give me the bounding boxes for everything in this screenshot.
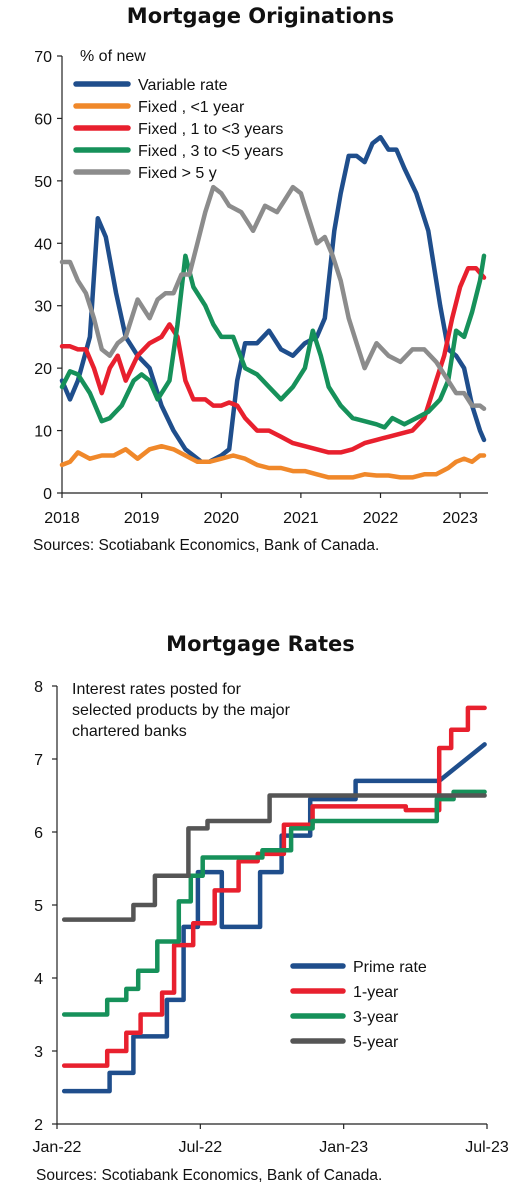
legend-label: Fixed , <1 year	[138, 99, 245, 116]
x-tick-label: 2019	[124, 510, 160, 527]
y-tick-label: 8	[34, 679, 43, 696]
x-tick-label: Jan-23	[319, 1139, 368, 1156]
chart-title: Mortgage Originations	[126, 4, 395, 28]
legend-label: Fixed > 5 y	[138, 165, 217, 182]
legend-label: 3-year	[353, 1009, 399, 1026]
legend-label: 1-year	[353, 984, 399, 1001]
y-tick-label: 3	[34, 1044, 43, 1061]
legend-label: Variable rate	[138, 77, 228, 94]
x-tick-label: 2022	[363, 510, 399, 527]
y-tick-label: 2	[34, 1117, 43, 1134]
series-line	[59, 443, 487, 480]
series-line	[59, 134, 487, 465]
series-line	[61, 793, 487, 922]
annotation-text: selected products by the major	[72, 702, 291, 719]
y-tick-label: 6	[34, 825, 43, 842]
series-line	[61, 789, 487, 1017]
y-tick-label: 30	[34, 299, 52, 316]
originations-plot: 0 10 20 30 40 50 60 70 2018 2019 2020 2021 2022 2023 V…	[34, 48, 488, 527]
series-line	[59, 184, 487, 411]
y-tick-label: 4	[34, 971, 43, 988]
y-tick-label: 50	[34, 174, 52, 191]
series-line	[61, 705, 487, 1068]
x-tick-label: 2018	[44, 510, 80, 527]
y-tick-label: 70	[34, 49, 52, 66]
y-tick-label: 40	[34, 236, 52, 253]
x-tick-label: 2020	[203, 510, 239, 527]
y-tick-label: 5	[34, 898, 43, 915]
series-line	[59, 253, 487, 430]
y-tick-label: 60	[34, 111, 52, 128]
y-tick-label: 7	[34, 752, 43, 769]
annotation-text: Interest rates posted for	[72, 681, 242, 698]
chart-title: Mortgage Rates	[166, 632, 355, 656]
x-tick-label: Jan-22	[33, 1139, 82, 1156]
y-tick-label: 10	[34, 424, 52, 441]
annotation-text: chartered banks	[72, 723, 187, 740]
legend-label: Fixed , 3 to <5 years	[138, 143, 283, 160]
x-tick-label: 2023	[442, 510, 478, 527]
y-tick-label: 0	[43, 486, 52, 503]
originations-chart: Mortgage Originations 0 10 20 30 40 50 60 70 201…	[33, 4, 488, 554]
x-tick-label: Jul-23	[465, 1139, 509, 1156]
x-tick-label: 2021	[283, 510, 319, 527]
legend-label: Prime rate	[353, 959, 427, 976]
x-tick-label: Jul-22	[179, 1139, 223, 1156]
series-line	[61, 742, 487, 1094]
legend-label: Fixed , 1 to <3 years	[138, 121, 283, 138]
y-tick-label: 20	[34, 361, 52, 378]
y-axis-unit-label: % of new	[80, 48, 146, 65]
source-note: Sources: Scotiabank Economics, Bank of C…	[33, 537, 380, 554]
source-note: Sources: Scotiabank Economics, Bank of C…	[36, 1167, 383, 1184]
legend-label: 5-year	[353, 1034, 399, 1051]
rates-chart: Mortgage Rates 2 3 4 5 6 7 8 Jan-22 Jul-22 Jan-23…	[0, 600, 521, 1200]
series-line	[59, 266, 487, 455]
rates-plot: 2 3 4 5 6 7 8 Jan-22 Jul-22 Jan-23 Jul-23 Prime rat…	[33, 679, 509, 1156]
